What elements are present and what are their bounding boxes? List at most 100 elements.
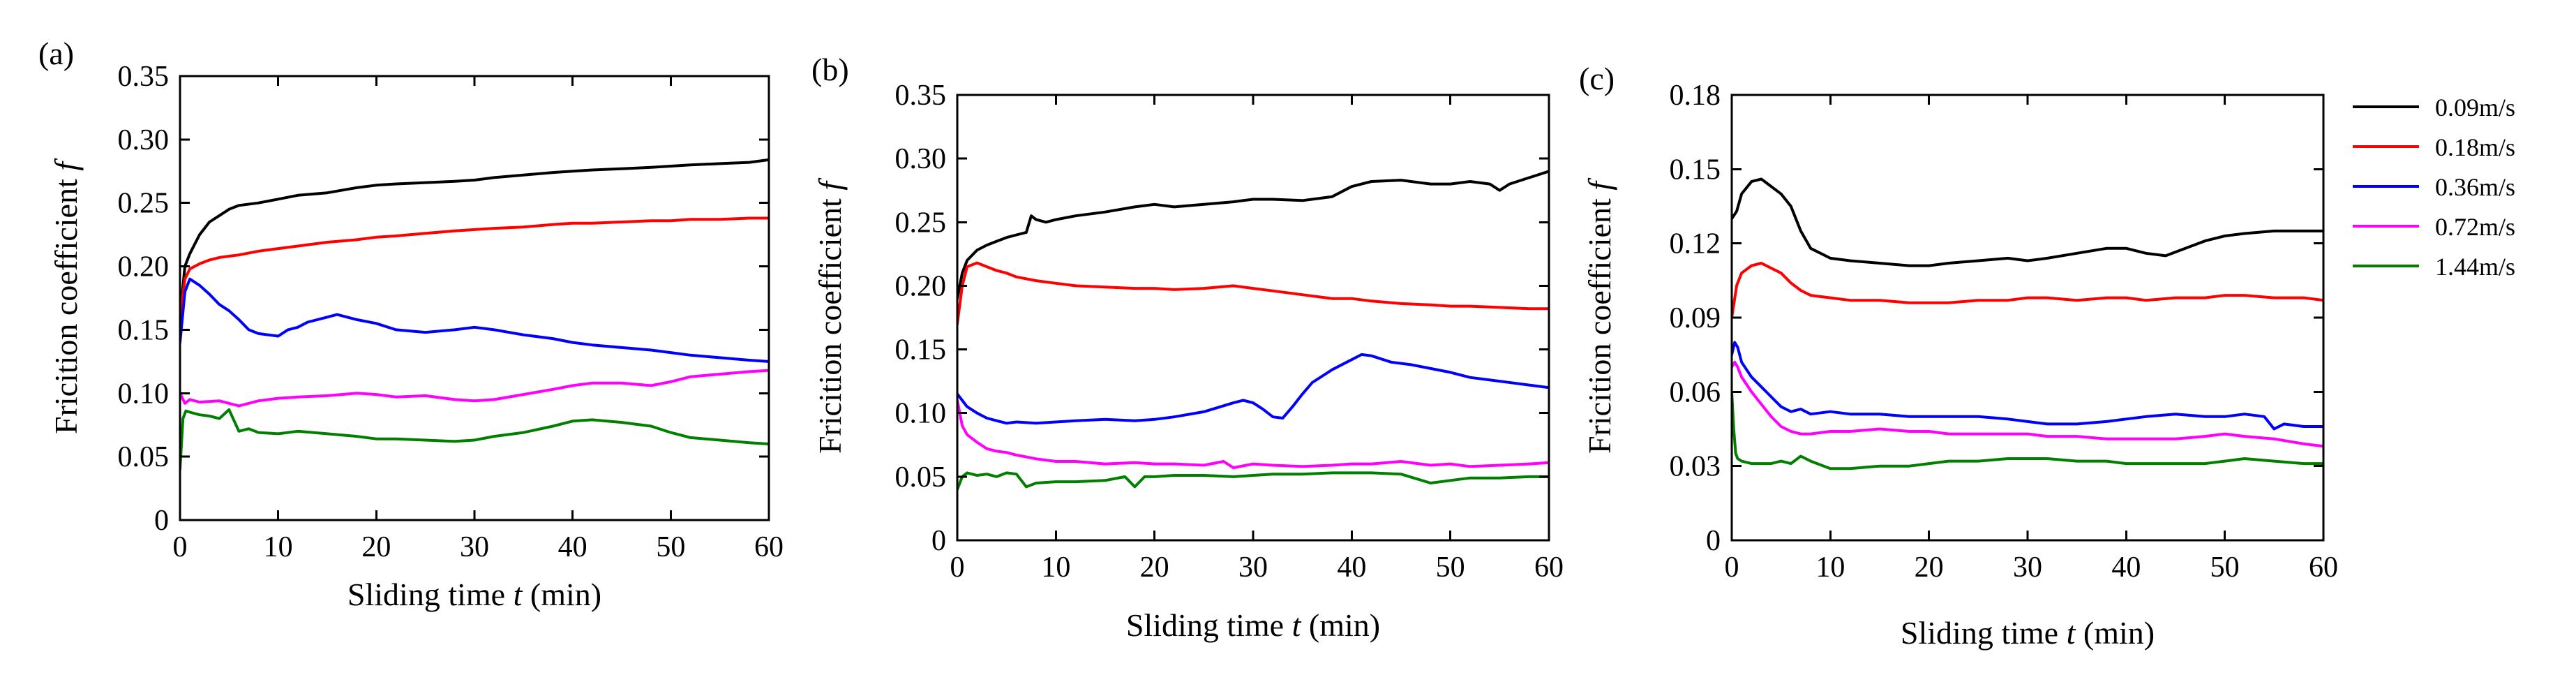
series-line-1-44m-s [180,408,769,471]
y-tick-label: 0.35 [895,80,947,112]
x-axis-title-variable: t [1292,607,1302,643]
legend: 0.09m/s 0.18m/s 0.36m/s 0.72m/s 1.44m/s [2353,94,2515,281]
y-tick-label: 0.20 [118,251,170,283]
x-tick-label: 30 [2013,551,2042,584]
y-axis-title: Fricition coefficient f [48,158,84,434]
series-line-0-09m-s [1732,177,2323,267]
x-tick-label: 30 [1238,551,1268,584]
x-tick-label: 10 [1815,551,1845,584]
panel-a: 0 10 20 30 40 50 60 0 0.05 0.10 0.15 0.20 0.25 0.30 0.… [38,36,784,612]
x-tick-label: 40 [1337,551,1366,584]
y-tick-label: 0.12 [1670,228,1721,260]
panel-c: 0 10 20 30 40 50 60 0 0.03 0.06 0.09 0.12 0.15 0.18 (c… [1579,61,2338,651]
y-tick-label: 0.18 [1670,80,1721,112]
x-tick-label: 30 [460,531,489,563]
x-tick-label: 60 [2309,551,2338,584]
y-axis-title-prefix: Fricition coefficient [1582,191,1617,454]
panel-label: (b) [811,52,849,87]
x-axis-title-prefix: Sliding time [1126,607,1292,643]
series-line-0-09m-s [957,170,1549,300]
y-tick-label: 0 [931,525,946,557]
x-tick-label: 50 [1436,551,1465,584]
y-tick-label: 0.05 [118,441,170,473]
x-axis-title-variable: t [2067,615,2076,651]
x-tick-label: 50 [2210,551,2240,584]
x-axis-title: Sliding time t (min) [1126,607,1380,643]
legend-item: 1.44m/s [2353,253,2515,281]
legend-label: 0.09m/s [2435,94,2515,121]
y-tick-label: 0.03 [1670,451,1721,483]
x-tick-label: 20 [1140,551,1169,584]
plot-frame [179,75,770,521]
y-tick-label: 0.06 [1670,376,1721,408]
series-line-0-09m-s [180,158,769,319]
y-tick-label: 0.15 [1670,154,1721,186]
series-line-0-18m-s [957,261,1549,326]
x-tick-label: 0 [950,551,965,584]
plot-frame [1730,94,2325,542]
y-tick-label: 0.15 [895,334,947,366]
y-axis-title: Fricition coefficient f [1582,177,1617,454]
series-group [1732,177,2323,470]
x-axis-title: Sliding time t (min) [1901,615,2155,651]
series-line-0-36m-s [957,353,1549,425]
legend-item: 0.36m/s [2353,173,2515,201]
x-tick-label: 10 [264,531,293,563]
x-tick-label: 0 [1725,551,1739,584]
x-axis-title-prefix: Sliding time [1901,615,2067,651]
legend-item: 0.09m/s [2353,94,2515,121]
x-axis-title-variable: t [514,577,523,612]
y-tick-label: 0.10 [895,398,947,430]
panel-label: (c) [1579,61,1615,96]
x-tick-label: 20 [361,531,391,563]
x-tick-label: 60 [754,531,784,563]
x-tick-label: 20 [1915,551,1944,584]
series-line-0-72m-s [1732,360,2323,448]
x-tick-label: 0 [173,531,188,563]
legend-label: 0.36m/s [2435,173,2515,201]
x-tick-label: 10 [1041,551,1070,584]
series-line-0-18m-s [1732,262,2323,319]
x-axis-title: Sliding time t (min) [347,577,601,612]
series-line-0-72m-s [957,399,1549,470]
y-tick-label: 0 [1706,525,1721,557]
y-tick-label: 0 [154,505,169,537]
legend-label: 0.18m/s [2435,133,2515,161]
y-tick-label: 0.20 [895,270,947,302]
series-line-1-44m-s [957,471,1549,491]
series-group [180,158,769,471]
y-axis-title-variable: f [1582,177,1617,191]
x-axis-title-unit: (min) [1301,607,1380,643]
y-tick-label: 0.10 [118,378,170,410]
y-tick-label: 0.35 [118,61,170,93]
y-tick-label: 0.15 [118,314,170,346]
series-line-0-36m-s [180,277,769,363]
legend-item: 0.72m/s [2353,213,2515,241]
series-line-0-72m-s [180,369,769,408]
x-tick-label: 60 [1534,551,1564,584]
series-line-1-44m-s [1732,390,2323,470]
x-tick-label: 40 [2111,551,2141,584]
y-tick-label: 0.30 [118,124,170,156]
y-axis-title-variable: f [48,158,84,171]
series-line-0-18m-s [180,216,769,319]
x-axis-title-unit: (min) [522,577,601,612]
series-group [957,170,1549,491]
panel-label: (a) [38,36,74,71]
series-line-0-36m-s [1732,341,2323,431]
y-axis-title-variable: f [812,177,848,191]
y-tick-label: 0.30 [895,143,947,175]
y-axis-title-prefix: Fricition coefficient [48,171,84,434]
legend-label: 1.44m/s [2435,253,2515,281]
y-axis-title: Fricition coefficient f [812,177,848,454]
legend-label: 0.72m/s [2435,213,2515,241]
y-tick-label: 0.25 [118,188,170,220]
x-axis-title-unit: (min) [2075,615,2155,651]
panel-b: 0 10 20 30 40 50 60 0 0.05 0.10 0.15 0.20 0.25 0.30 0.… [811,52,1564,643]
x-tick-label: 50 [656,531,685,563]
legend-item: 0.18m/s [2353,133,2515,161]
y-tick-label: 0.09 [1670,302,1721,334]
y-tick-label: 0.25 [895,207,947,239]
